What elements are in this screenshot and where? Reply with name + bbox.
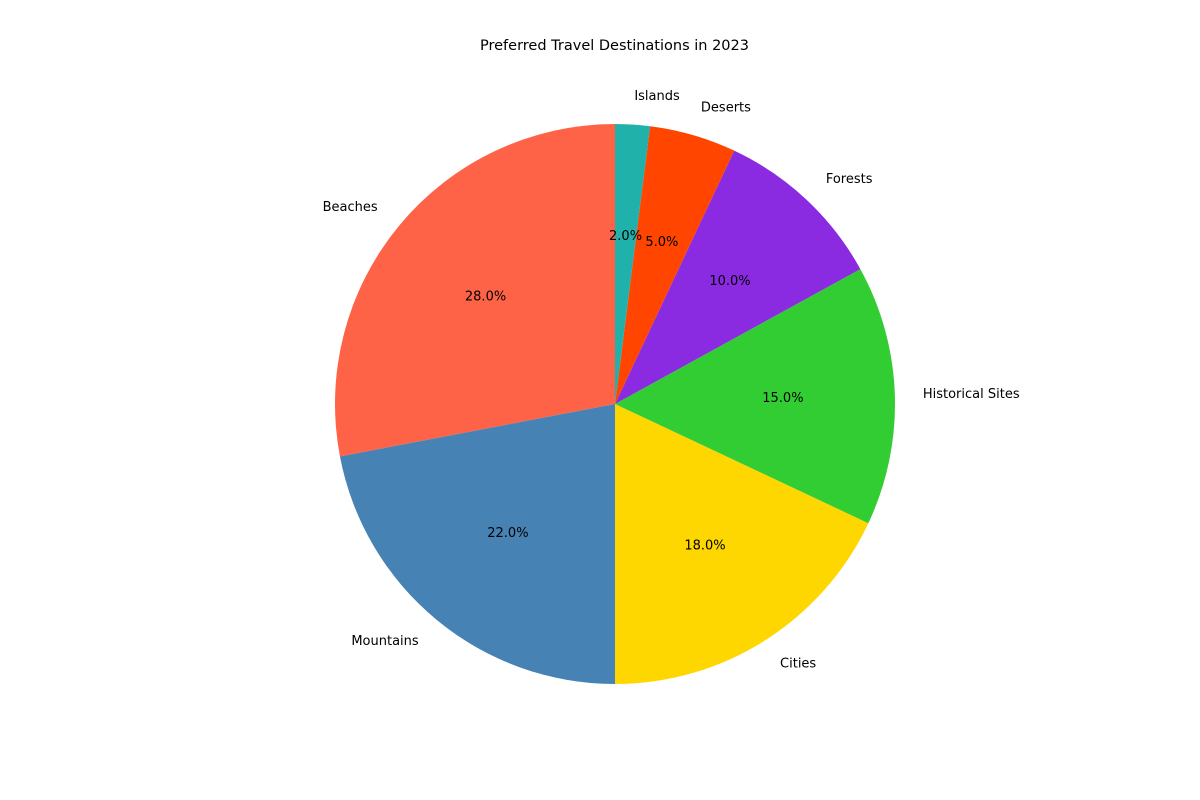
slice-label: Forests bbox=[826, 172, 873, 187]
slice-label: Mountains bbox=[351, 634, 419, 649]
slice-label: Beaches bbox=[323, 200, 378, 215]
slices-layer bbox=[334, 124, 895, 684]
slice-percent-label: 10.0% bbox=[709, 274, 750, 289]
pie-slice-cities bbox=[615, 404, 869, 684]
slice-percent-label: 5.0% bbox=[645, 235, 678, 250]
pie-slice-beaches bbox=[334, 124, 615, 457]
slice-label: Cities bbox=[780, 657, 816, 672]
slice-percent-label: 28.0% bbox=[465, 289, 506, 304]
slice-percent-label: 2.0% bbox=[609, 229, 642, 244]
chart-title: Preferred Travel Destinations in 2023 bbox=[480, 38, 749, 54]
pie-slice-islands bbox=[615, 124, 651, 404]
pie-slice-forests bbox=[615, 150, 861, 404]
slice-label: Historical Sites bbox=[923, 387, 1020, 402]
slice-percent-label: 18.0% bbox=[684, 538, 725, 553]
pie-slice-historical-sites bbox=[615, 269, 895, 524]
pie-slice-deserts bbox=[615, 126, 735, 404]
slice-label: Deserts bbox=[701, 101, 751, 116]
slice-percent-label: 22.0% bbox=[487, 526, 528, 541]
slice-label: Islands bbox=[634, 89, 680, 104]
pie-slice-mountains bbox=[339, 404, 615, 684]
slice-percent-label: 15.0% bbox=[762, 391, 803, 406]
labels-layer: Beaches 28.0% Mountains 22.0% Cities 18.0% His… bbox=[323, 89, 1020, 671]
